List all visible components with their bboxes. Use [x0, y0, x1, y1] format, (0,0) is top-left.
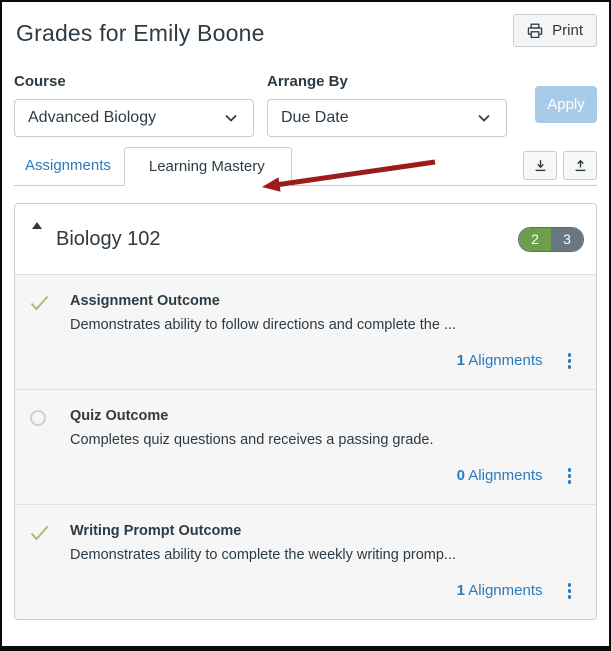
course-label: Course	[14, 73, 66, 90]
alignments-count: 1	[456, 352, 465, 370]
outcome-row: Assignment Outcome Demonstrates ability …	[15, 274, 596, 389]
alignments-count: 1	[456, 582, 465, 600]
course-filter: Course Advanced Biology	[14, 73, 254, 137]
grades-tab-bar: Assignments Learning Mastery	[14, 147, 597, 186]
outcome-head: Quiz Outcome Completes quiz questions an…	[29, 408, 582, 448]
outcome-row: Quiz Outcome Completes quiz questions an…	[15, 389, 596, 504]
alignments-link[interactable]: 1 Alignments	[457, 582, 543, 599]
arrange-by-label: Arrange By	[267, 73, 348, 90]
outcome-body: Quiz Outcome Completes quiz questions an…	[70, 408, 582, 448]
outcome-head: Assignment Outcome Demonstrates ability …	[29, 293, 582, 333]
outcome-title: Writing Prompt Outcome	[70, 523, 242, 539]
printer-icon	[527, 23, 543, 39]
mastered-count: 2	[519, 227, 551, 251]
alignments-count: 0	[456, 467, 465, 485]
upload-icon	[574, 159, 587, 172]
outcome-footer: 0 Alignments	[29, 465, 582, 487]
course-select[interactable]: Advanced Biology	[14, 99, 254, 137]
page-title: Grades for Emily Boone	[16, 20, 265, 46]
unmastered-circle-icon	[30, 410, 46, 426]
outcome-group-header: Biology 102 2 3	[15, 204, 596, 274]
outcome-group-title: Biology 102	[56, 227, 161, 250]
apply-button[interactable]: Apply	[535, 86, 597, 123]
alignments-label: Alignments	[468, 467, 543, 485]
status-column	[29, 408, 70, 448]
chevron-down-icon	[222, 109, 240, 127]
import-export-buttons	[523, 151, 597, 180]
print-button[interactable]: Print	[513, 14, 597, 47]
print-button-label: Print	[552, 22, 583, 39]
status-column	[29, 523, 70, 563]
check-icon	[30, 295, 70, 311]
course-select-value: Advanced Biology	[28, 109, 157, 126]
outcome-head: Writing Prompt Outcome Demonstrates abil…	[29, 523, 582, 563]
alignments-label: Alignments	[468, 352, 543, 370]
kebab-menu-icon[interactable]	[564, 465, 576, 487]
mastery-count-badge: 2 3	[518, 226, 584, 252]
kebab-menu-icon[interactable]	[564, 580, 576, 602]
tab-assignments[interactable]: Assignments	[25, 157, 111, 174]
outcome-group-card: Biology 102 2 3 Assignment Outcome De	[14, 203, 597, 620]
filter-bar: Course Advanced Biology Arrange By Due D…	[14, 73, 597, 137]
outcome-title: Assignment Outcome	[70, 293, 220, 309]
outcome-body: Writing Prompt Outcome Demonstrates abil…	[70, 523, 582, 563]
total-count: 3	[551, 227, 583, 251]
alignments-label: Alignments	[468, 582, 543, 600]
outcome-description: Completes quiz questions and receives a …	[70, 432, 434, 448]
upload-scores-button[interactable]	[563, 151, 597, 180]
kebab-menu-icon[interactable]	[564, 350, 576, 372]
outcome-footer: 1 Alignments	[29, 350, 582, 372]
tab-learning-mastery[interactable]: Learning Mastery	[123, 147, 292, 186]
outcome-footer: 1 Alignments	[29, 580, 582, 602]
alignments-link[interactable]: 0 Alignments	[457, 467, 543, 484]
outcome-body: Assignment Outcome Demonstrates ability …	[70, 293, 582, 333]
outcome-description: Demonstrates ability to follow direction…	[70, 317, 457, 333]
arrange-by-select[interactable]: Due Date	[267, 99, 507, 137]
arrange-by-select-value: Due Date	[281, 109, 349, 126]
download-scores-button[interactable]	[523, 151, 557, 180]
status-column	[29, 293, 70, 333]
collapse-triangle-icon[interactable]	[32, 222, 42, 229]
outcome-description: Demonstrates ability to complete the wee…	[70, 547, 457, 563]
outcome-title: Quiz Outcome	[70, 408, 169, 424]
check-icon	[30, 525, 70, 541]
chevron-down-icon	[475, 109, 493, 127]
alignments-link[interactable]: 1 Alignments	[457, 352, 543, 369]
download-icon	[534, 159, 547, 172]
outcome-row: Writing Prompt Outcome Demonstrates abil…	[15, 504, 596, 619]
arrange-by-filter: Arrange By Due Date	[267, 73, 507, 137]
page-header: Grades for Emily Boone Print	[14, 14, 597, 47]
